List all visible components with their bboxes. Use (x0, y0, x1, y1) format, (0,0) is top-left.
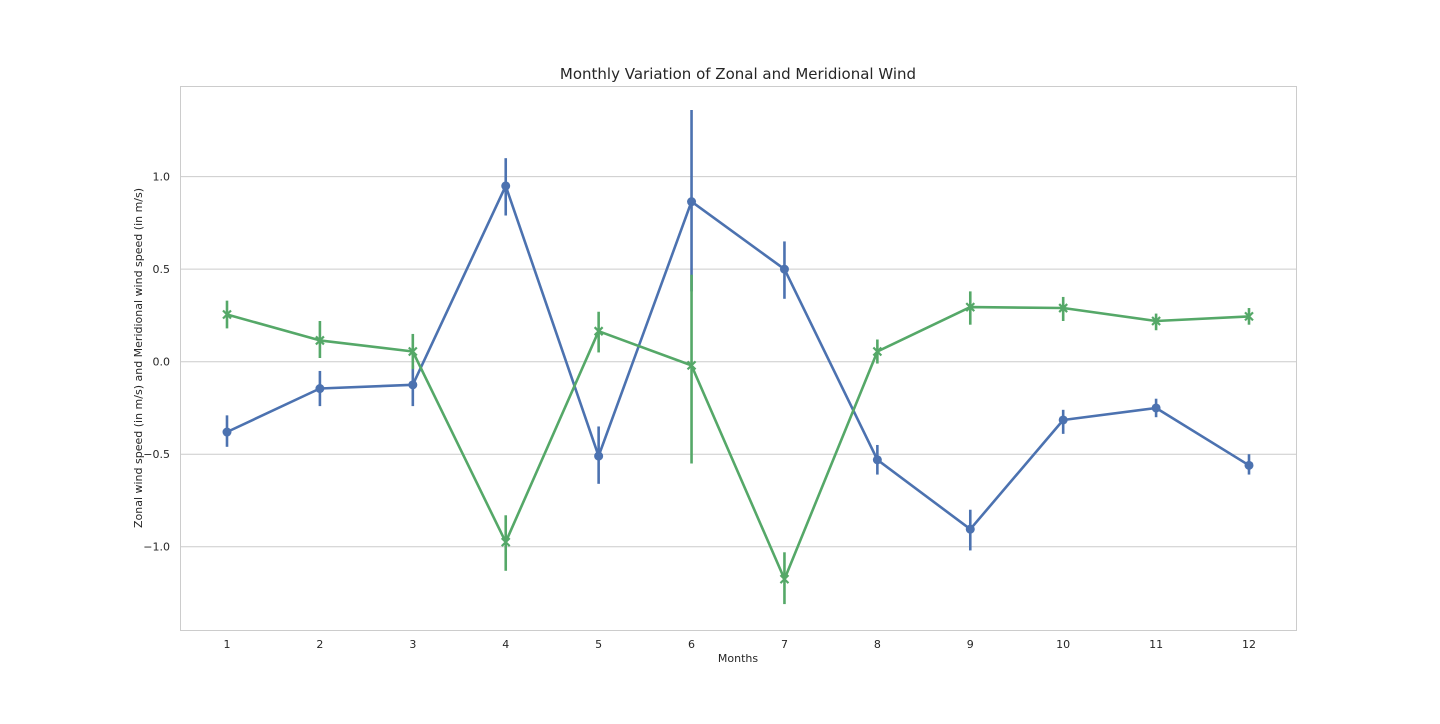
grid-lines (180, 176, 1296, 548)
data-point (965, 524, 975, 534)
data-point (965, 302, 976, 312)
x-tick-label: 5 (595, 638, 602, 651)
data-point (222, 427, 232, 437)
data-point (500, 537, 511, 547)
x-tick-label: 12 (1242, 638, 1256, 651)
data-point (315, 335, 325, 346)
data-point (872, 346, 883, 357)
data-point (1058, 303, 1068, 313)
data-point (687, 197, 697, 207)
data-point (408, 380, 418, 390)
x-tick-label: 1 (224, 638, 231, 651)
x-tick-labels: 1 2 3 4 5 6 7 8 9 10 11 12 (224, 638, 1257, 651)
y-tick-labels: −1.0 −0.5 0.0 0.5 1.0 (143, 171, 170, 554)
x-tick-label: 10 (1056, 638, 1070, 651)
data-point (779, 574, 790, 584)
x-tick-label: 4 (502, 638, 509, 651)
plot-frame (180, 86, 1297, 631)
data-point (315, 384, 325, 394)
chart-title: Monthly Variation of Zonal and Meridiona… (560, 65, 916, 83)
x-tick-label: 2 (316, 638, 323, 651)
y-tick-label: −1.0 (143, 541, 170, 554)
data-point (1151, 403, 1161, 413)
series-line (226, 305, 1250, 581)
y-tick-label: 0.5 (153, 263, 171, 276)
data-point (872, 455, 882, 465)
data-point (686, 360, 697, 371)
data-point (1244, 311, 1254, 322)
x-tick-label: 9 (967, 638, 974, 651)
y-tick-label: −0.5 (143, 448, 170, 461)
x-tick-label: 8 (874, 638, 881, 651)
y-tick-label: 1.0 (153, 171, 171, 184)
x-tick-label: 7 (781, 638, 788, 651)
x-tick-label: 6 (688, 638, 695, 651)
series-1 (222, 110, 1254, 551)
series-group (222, 110, 1254, 605)
data-point (408, 346, 418, 357)
x-tick-label: 3 (409, 638, 416, 651)
x-axis-label: Months (718, 652, 758, 665)
data-point (1058, 415, 1068, 425)
x-tick-label: 11 (1149, 638, 1163, 651)
series-2 (222, 274, 1254, 605)
data-point (1151, 316, 1161, 326)
y-axis-label: Zonal wind speed (in m/s) and Meridional… (132, 188, 145, 528)
data-point (222, 309, 232, 320)
data-point (501, 181, 511, 191)
data-point (594, 451, 604, 461)
data-point (593, 326, 604, 336)
y-tick-label: 0.0 (153, 356, 171, 369)
data-point (1244, 460, 1254, 470)
data-point (779, 264, 789, 274)
series-line (226, 184, 1250, 531)
